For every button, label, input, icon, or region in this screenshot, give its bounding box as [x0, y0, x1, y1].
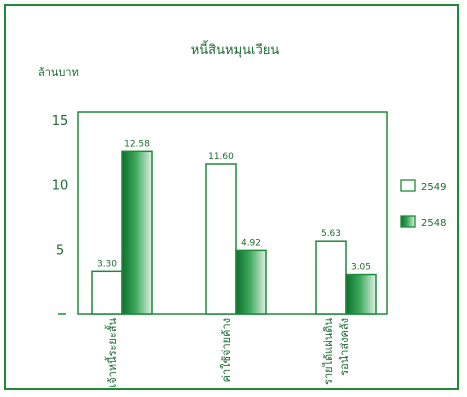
y-tick-label: 5: [56, 243, 64, 258]
plot-area: 5 10 15 3.30 12.58 เจ้าหนี้ระยะสั้น 11.60 4.92 ค…: [52, 111, 388, 388]
value-label: 11.60: [208, 152, 234, 162]
legend-swatch-2548: [400, 215, 416, 228]
value-label: 12.58: [124, 139, 150, 149]
bar-2549-2: [315, 240, 347, 315]
bar-2548-2: [345, 273, 377, 315]
value-label: 5.63: [321, 229, 341, 239]
value-label: 4.92: [241, 238, 261, 248]
value-label: 3.30: [97, 259, 117, 269]
chart-title: หนี้สินหมุนเวียน: [191, 40, 280, 58]
legend-label-2548: 2548: [421, 218, 446, 229]
category-label: ค่าใช้จ่ายค้าง: [220, 318, 233, 382]
y-tick-label: 10: [52, 179, 69, 194]
bar-2548-1: [235, 249, 267, 315]
value-label: 3.05: [351, 263, 371, 273]
category-label: รายได้แผ่นดิน: [322, 318, 335, 385]
bar-2549-1: [205, 163, 237, 315]
legend-swatch-2549: [400, 179, 416, 192]
category-label: เจ้าหนี้ระยะสั้น: [104, 318, 119, 388]
y-tick-label: 15: [52, 114, 69, 129]
bar-2548-0: [121, 150, 153, 315]
category-label: รอนำส่งคลัง: [338, 318, 351, 376]
bar-2549-0: [91, 270, 123, 315]
y-axis-label: ล้านบาท: [38, 66, 79, 79]
legend: 2549 2548: [400, 179, 446, 229]
legend-label-2549: 2549: [421, 182, 446, 193]
